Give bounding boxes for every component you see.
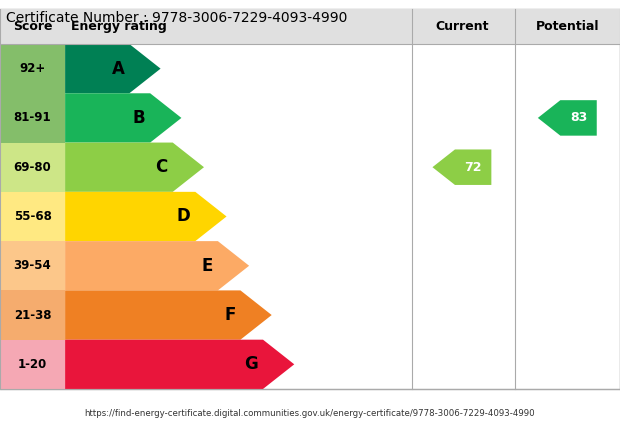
Text: 72: 72 [464, 161, 482, 174]
Polygon shape [65, 143, 204, 192]
Bar [0, 290, 65, 340]
Text: E: E [202, 257, 213, 275]
Text: D: D [177, 208, 190, 225]
Text: 55-68: 55-68 [14, 210, 51, 223]
Bar [0, 192, 65, 241]
Text: B: B [133, 109, 145, 127]
Polygon shape [65, 192, 226, 241]
Bar [0, 9, 620, 44]
Text: 92+: 92+ [19, 62, 46, 75]
Text: 39-54: 39-54 [14, 259, 51, 272]
Polygon shape [65, 44, 161, 93]
Text: A: A [112, 60, 125, 77]
Bar [0, 241, 65, 290]
Bar [0, 340, 65, 389]
Text: Score: Score [13, 20, 52, 33]
Text: 83: 83 [570, 111, 587, 125]
Text: 21-38: 21-38 [14, 308, 51, 322]
Text: C: C [156, 158, 168, 176]
Text: https://find-energy-certificate.digital.communities.gov.uk/energy-certificate/97: https://find-energy-certificate.digital.… [85, 409, 535, 418]
Text: Potential: Potential [536, 20, 599, 33]
Polygon shape [65, 241, 249, 290]
Polygon shape [65, 340, 294, 389]
Text: 69-80: 69-80 [14, 161, 51, 174]
Text: F: F [224, 306, 236, 324]
Polygon shape [538, 100, 596, 136]
Text: G: G [244, 356, 258, 373]
Bar [0, 143, 65, 192]
Bar [0, 9, 620, 389]
Bar [0, 93, 65, 143]
Text: Certificate Number : 9778-3006-7229-4093-4990: Certificate Number : 9778-3006-7229-4093… [6, 11, 348, 25]
Bar [0, 44, 65, 93]
Polygon shape [65, 93, 182, 143]
Text: 1-20: 1-20 [18, 358, 47, 371]
Text: Energy rating: Energy rating [71, 20, 167, 33]
Text: 81-91: 81-91 [14, 111, 51, 125]
Text: Current: Current [435, 20, 489, 33]
Polygon shape [65, 290, 272, 340]
Polygon shape [433, 150, 491, 185]
